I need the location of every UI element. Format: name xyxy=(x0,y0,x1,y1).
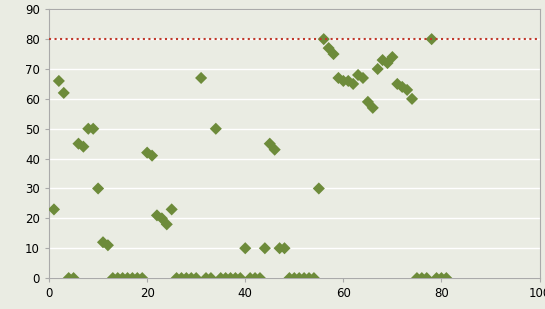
Point xyxy=(226,276,235,281)
Point xyxy=(192,276,201,281)
Point xyxy=(344,78,353,83)
Point xyxy=(99,240,107,245)
Point xyxy=(354,73,362,78)
Point xyxy=(422,276,431,281)
Point xyxy=(148,153,156,158)
Point xyxy=(231,276,240,281)
Point xyxy=(265,141,274,146)
Point xyxy=(383,61,392,66)
Point xyxy=(211,126,220,131)
Point xyxy=(300,276,308,281)
Point xyxy=(324,46,333,51)
Point xyxy=(202,276,210,281)
Point xyxy=(349,82,358,87)
Point xyxy=(118,276,127,281)
Point xyxy=(143,150,152,155)
Point xyxy=(398,84,407,89)
Point xyxy=(305,276,313,281)
Point xyxy=(162,222,171,227)
Point xyxy=(427,37,436,42)
Point xyxy=(54,78,63,83)
Point xyxy=(172,276,181,281)
Point xyxy=(378,57,387,62)
Point xyxy=(207,276,215,281)
Point xyxy=(295,276,304,281)
Point xyxy=(280,246,289,251)
Point xyxy=(133,276,142,281)
Point xyxy=(319,37,328,42)
Point xyxy=(329,52,338,57)
Point xyxy=(113,276,122,281)
Point xyxy=(241,246,250,251)
Point xyxy=(339,78,348,83)
Point xyxy=(158,216,166,221)
Point xyxy=(138,276,147,281)
Point xyxy=(359,75,367,80)
Point xyxy=(413,276,421,281)
Point xyxy=(89,126,98,131)
Point xyxy=(442,276,451,281)
Point xyxy=(364,99,372,104)
Point xyxy=(177,276,186,281)
Point xyxy=(417,276,426,281)
Point xyxy=(373,66,382,71)
Point xyxy=(187,276,196,281)
Point xyxy=(408,96,416,101)
Point xyxy=(256,276,264,281)
Point xyxy=(314,186,323,191)
Point xyxy=(128,276,137,281)
Point xyxy=(261,246,269,251)
Point xyxy=(251,276,259,281)
Point xyxy=(334,75,343,80)
Point xyxy=(216,276,225,281)
Point xyxy=(270,147,279,152)
Point xyxy=(393,82,402,87)
Point xyxy=(310,276,318,281)
Point xyxy=(388,55,397,60)
Point xyxy=(104,243,112,248)
Point xyxy=(123,276,132,281)
Point xyxy=(182,276,191,281)
Point xyxy=(69,276,78,281)
Point xyxy=(108,276,117,281)
Point xyxy=(74,141,83,146)
Point xyxy=(221,276,230,281)
Point xyxy=(167,207,176,212)
Point xyxy=(368,105,377,110)
Point xyxy=(275,246,284,251)
Point xyxy=(64,276,73,281)
Point xyxy=(197,75,205,80)
Point xyxy=(290,276,299,281)
Point xyxy=(236,276,245,281)
Point xyxy=(94,186,102,191)
Point xyxy=(246,276,255,281)
Point xyxy=(285,276,294,281)
Point xyxy=(153,213,161,218)
Point xyxy=(403,87,411,92)
Point xyxy=(432,276,441,281)
Point xyxy=(437,276,446,281)
Point xyxy=(79,144,88,149)
Point xyxy=(59,91,68,95)
Point xyxy=(50,207,58,212)
Point xyxy=(84,126,93,131)
